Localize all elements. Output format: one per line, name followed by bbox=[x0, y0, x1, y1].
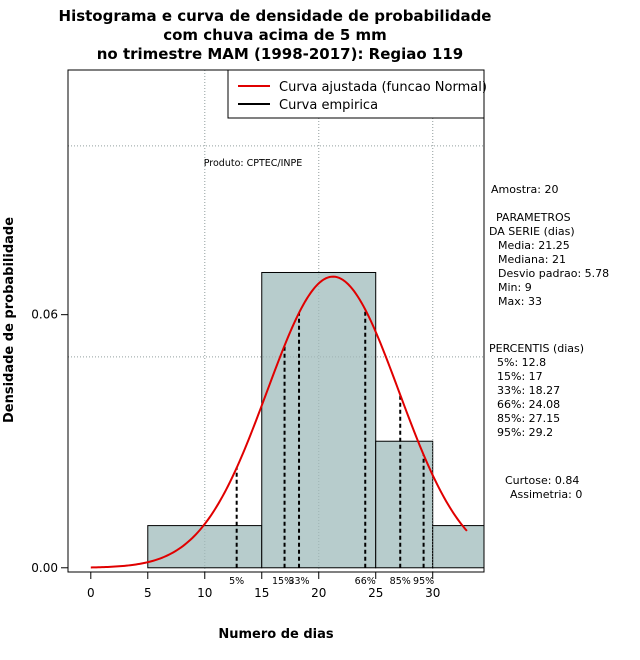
pct-5: 5%: 12.8 bbox=[497, 356, 546, 369]
param-min: Min: 9 bbox=[498, 281, 532, 294]
percentile-label: 33% bbox=[288, 576, 309, 587]
normal-curve-path bbox=[90, 275, 468, 569]
normal-curve bbox=[90, 275, 468, 569]
statistics-panel: Amostra: 20 PARAMETROS DA SERIE (dias) M… bbox=[489, 183, 609, 501]
x-tick-label: 30 bbox=[425, 586, 440, 600]
legend-box bbox=[227, 69, 485, 119]
x-axis-label: Numero de dias bbox=[218, 627, 334, 642]
legend: Curva ajustada (funcao Normal) Curva emp… bbox=[227, 69, 487, 119]
percentile-label: 15% bbox=[272, 576, 293, 587]
param-mean: Media: 21.25 bbox=[498, 239, 570, 252]
legend-label-empirical: Curva empirica bbox=[279, 98, 378, 113]
parameters-title-1: PARAMETROS bbox=[496, 211, 571, 224]
pct-95: 95%: 29.2 bbox=[497, 426, 553, 439]
parameters-title-2: DA SERIE (dias) bbox=[489, 225, 575, 238]
percentile-lines: 5% 15%33% 66% 85% 95% bbox=[229, 309, 434, 587]
y-tick-label: 0.06 bbox=[31, 308, 58, 322]
pct-33: 33%: 18.27 bbox=[497, 384, 560, 397]
product-annotation: Produto: CPTEC/INPE bbox=[204, 158, 303, 169]
legend-label-fitted: Curva ajustada (funcao Normal) bbox=[279, 80, 487, 95]
sample-size: Amostra: 20 bbox=[491, 183, 558, 196]
chart-title-line-3: no trimestre MAM (1998-2017): Regiao 119 bbox=[97, 45, 464, 63]
x-tick-label: 0 bbox=[87, 586, 95, 600]
param-max: Max: 33 bbox=[498, 295, 542, 308]
param-median: Mediana: 21 bbox=[498, 253, 566, 266]
percentile-label: 66% bbox=[355, 576, 376, 587]
histogram-bar bbox=[147, 525, 263, 569]
pct-66: 66%: 24.08 bbox=[497, 398, 560, 411]
chart-title-line-1: Histograma e curva de densidade de proba… bbox=[59, 7, 492, 25]
x-tick-label: 25 bbox=[368, 586, 383, 600]
kurtosis: Curtose: 0.84 bbox=[505, 474, 579, 487]
histogram-bar bbox=[432, 525, 485, 569]
y-axis-label: Densidade de probabilidade bbox=[2, 217, 17, 423]
histogram-bar bbox=[261, 271, 377, 569]
param-sd: Desvio padrao: 5.78 bbox=[498, 267, 609, 280]
x-tick-label: 5 bbox=[144, 586, 152, 600]
skewness: Assimetria: 0 bbox=[510, 488, 582, 501]
x-tick-label: 15 bbox=[254, 586, 269, 600]
histogram-bars bbox=[68, 70, 485, 572]
pct-15: 15%: 17 bbox=[497, 370, 543, 383]
percentile-label: 95% bbox=[413, 576, 434, 587]
x-tick-label: 10 bbox=[197, 586, 212, 600]
y-tick-label: 0.00 bbox=[31, 561, 58, 575]
x-tick-label: 20 bbox=[311, 586, 326, 600]
chart-title-line-2: com chuva acima de 5 mm bbox=[163, 26, 387, 44]
percentile-label: 85% bbox=[390, 576, 411, 587]
percentiles-title: PERCENTIS (dias) bbox=[489, 342, 584, 355]
pct-85: 85%: 27.15 bbox=[497, 412, 560, 425]
axes: 0 5 10 15 20 25 30 0.00 0.06 bbox=[31, 69, 485, 600]
percentile-label: 5% bbox=[229, 576, 244, 587]
